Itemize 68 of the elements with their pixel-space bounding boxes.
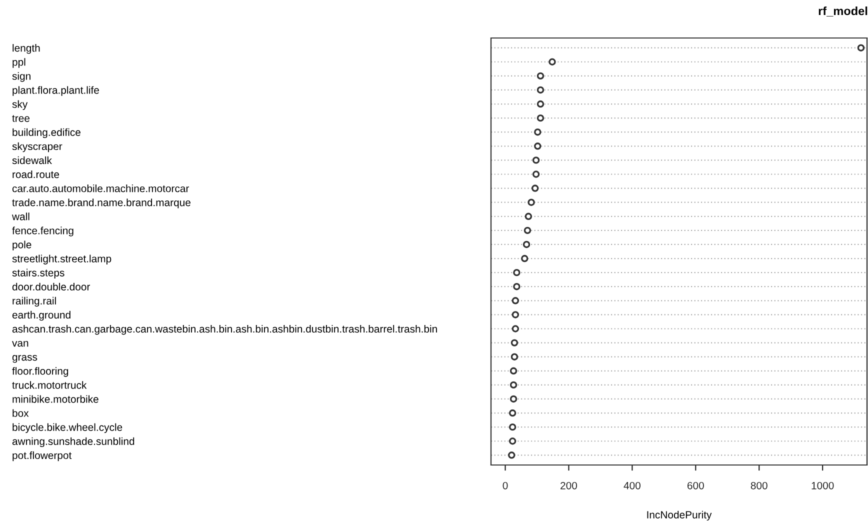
y-tick-label: door.double.door: [12, 282, 90, 290]
point: [534, 142, 542, 150]
y-tick-label: plant.flora.plant.life: [12, 86, 99, 96]
y-tick-label: pole: [12, 240, 32, 250]
point: [522, 240, 530, 248]
y-tick-label: earth.ground: [12, 310, 70, 321]
y-tick-label: car.auto.automobile.machine.motorcar: [12, 184, 190, 192]
y-tick-label: road.route: [12, 170, 60, 178]
point: [548, 58, 556, 66]
y-tick-label: ashcan.trash.can.garbage.can.wastebin.ash.bin.ash.bin.ashbin.dustbin.trash.barrel.trash.bin: [12, 324, 437, 335]
y-tick-label: fence.fencing: [12, 226, 74, 236]
y-tick-label: truck.motortruck: [12, 381, 87, 389]
y-tick-label: sign: [12, 72, 30, 82]
y-tick-label: box: [12, 409, 29, 417]
y-tick-label: trade.name.brand.name.brand.marque: [12, 198, 190, 208]
point: [536, 114, 544, 122]
y-tick-label: pot.flowerpot: [12, 451, 72, 462]
point: [534, 128, 542, 136]
y-tick-label: awning.sunshade.sunblind: [12, 437, 134, 448]
y-tick-label: building.edifice: [12, 128, 80, 138]
point: [512, 297, 520, 304]
point: [510, 339, 518, 346]
x-tick-label: 800: [750, 482, 768, 490]
x-tick-label: 0: [502, 482, 508, 490]
point: [531, 184, 539, 192]
point: [532, 156, 540, 164]
y-tick-label: length: [12, 44, 40, 54]
y-tick-label: skyscraper: [12, 142, 62, 152]
point: [521, 254, 528, 262]
x-tick-label: 600: [688, 482, 704, 490]
y-tick-label: ppl: [12, 58, 26, 68]
point: [536, 72, 544, 80]
y-tick-label: stairs.steps: [12, 268, 64, 279]
chart-title: rf_model: [818, 6, 868, 16]
point: [508, 452, 516, 459]
y-tick-label: streetlight.street.lamp: [12, 254, 112, 264]
point: [508, 423, 516, 431]
point: [524, 212, 532, 220]
point: [513, 283, 520, 290]
point: [512, 325, 520, 332]
y-tick-label: floor.flooring: [12, 367, 68, 377]
point: [510, 353, 518, 360]
point: [510, 381, 518, 389]
point: [528, 198, 535, 206]
y-tick-label: tree: [12, 115, 30, 122]
point: [536, 86, 544, 94]
point: [508, 438, 516, 445]
y-tick-label: railing.rail: [12, 296, 56, 307]
point: [513, 268, 520, 276]
y-tick-label: grass: [12, 355, 38, 363]
point: [532, 170, 540, 178]
point: [508, 409, 516, 417]
point: [524, 226, 532, 234]
point: [536, 100, 544, 108]
y-tick-label: van: [12, 340, 28, 347]
point: [510, 367, 518, 375]
y-tick-label: minibike.motorbike: [12, 395, 98, 403]
x-tick-label: 200: [560, 482, 578, 490]
y-tick-label: sidewalk: [12, 156, 52, 164]
point: [857, 44, 865, 52]
x-tick-label: 1000: [812, 482, 834, 490]
y-tick-label: bicycle.bike.wheel.cycle: [12, 423, 122, 434]
point: [512, 311, 520, 318]
x-tick-label: 400: [624, 482, 640, 490]
point: [510, 395, 518, 403]
y-tick-label: sky: [12, 100, 28, 110]
y-tick-label: wall: [12, 212, 30, 220]
x-axis-title: IncNodePurity: [647, 510, 712, 521]
